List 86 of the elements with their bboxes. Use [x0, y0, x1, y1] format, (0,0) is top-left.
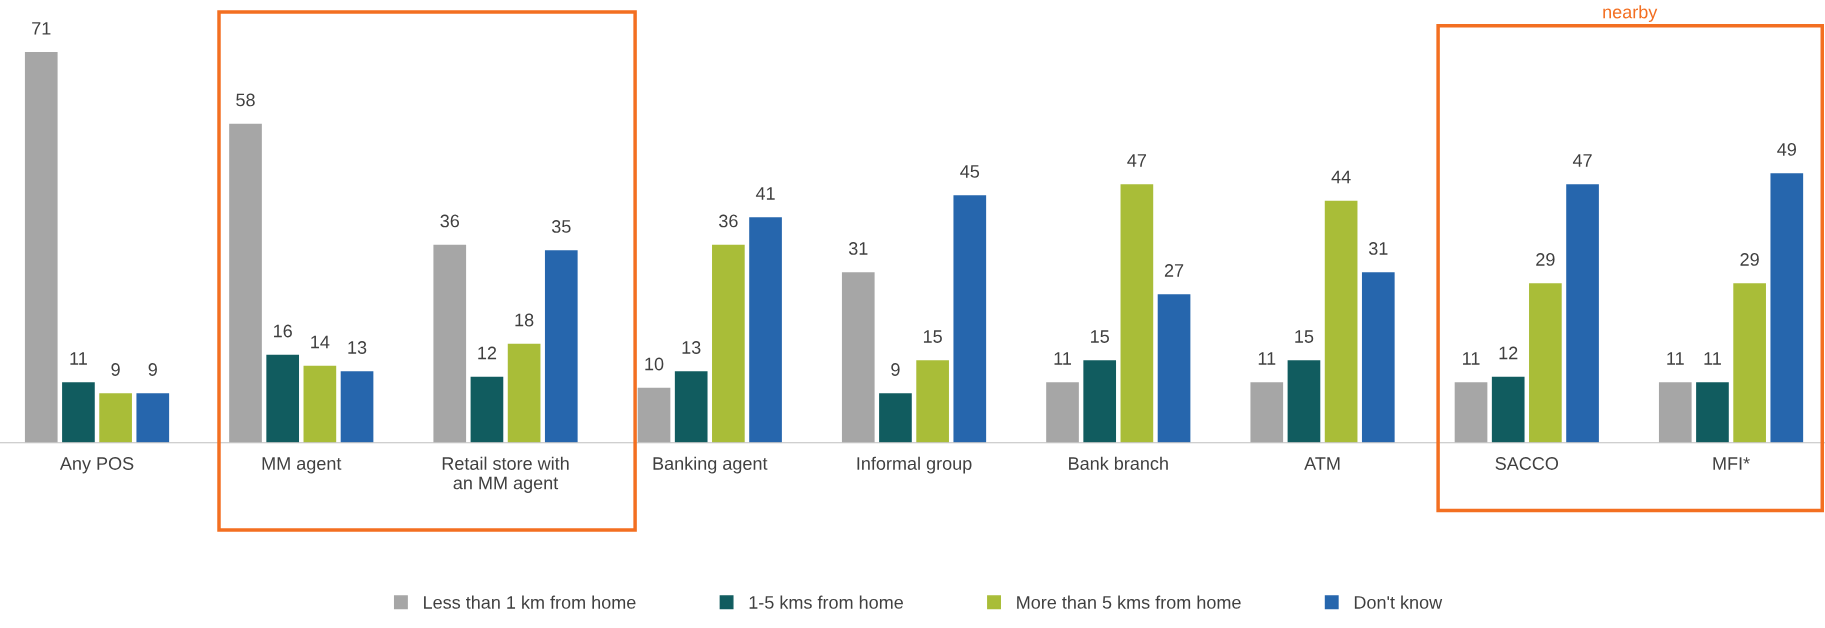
- data-label: 36: [719, 214, 738, 228]
- bar: [916, 360, 949, 443]
- bar: [136, 393, 170, 443]
- data-label: 47: [1127, 154, 1147, 167]
- bar: [953, 195, 987, 443]
- legend-label: 1-5 kms from home: [749, 595, 903, 609]
- bar: [1696, 382, 1729, 443]
- data-label: 11: [1704, 352, 1721, 365]
- bar: [1361, 272, 1395, 443]
- data-label: 36: [440, 214, 460, 228]
- data-label: 16: [274, 324, 292, 338]
- x-tick-label: MM agent: [262, 457, 342, 474]
- bar: [1046, 382, 1079, 443]
- bar: [1324, 200, 1358, 443]
- bar: [433, 244, 467, 443]
- bar: [1658, 382, 1692, 443]
- data-label: 18: [515, 313, 534, 327]
- data-label: 31: [1368, 242, 1388, 255]
- bar: [674, 371, 708, 443]
- data-label: 14: [311, 335, 330, 349]
- data-label: 27: [1164, 264, 1184, 277]
- data-label: 47: [1572, 154, 1592, 167]
- legend-label: More than 5 kms from home: [1017, 595, 1241, 609]
- data-label: 31: [848, 242, 868, 255]
- data-label: 13: [682, 341, 701, 354]
- data-label: 9: [148, 363, 157, 376]
- bar: [1287, 360, 1321, 443]
- bar: [99, 393, 132, 443]
- bar: [1157, 294, 1191, 443]
- data-label: 9: [891, 363, 900, 376]
- data-label: 11: [1258, 352, 1276, 365]
- bar: [712, 244, 745, 443]
- bar: [544, 250, 578, 443]
- bar: [1491, 376, 1525, 443]
- x-tick-label: Bank branch: [1069, 456, 1168, 470]
- x-tick-label: Banking agent: [653, 456, 768, 474]
- x-tick-label: Retail store with an MM agent: [442, 456, 569, 493]
- x-tick-label: Informal group: [857, 456, 972, 474]
- bar: [1733, 283, 1766, 443]
- bar: [749, 217, 782, 443]
- bar: [841, 272, 875, 443]
- data-label: 29: [1536, 253, 1555, 266]
- legend-label: Less than 1 km from home: [424, 595, 636, 609]
- x-tick-label: ATM: [1304, 457, 1340, 470]
- data-label: 9: [111, 363, 120, 376]
- data-label: 44: [1331, 170, 1351, 184]
- bar: [1454, 382, 1488, 443]
- bar: [266, 354, 300, 443]
- bar: [1770, 173, 1804, 443]
- bar: [879, 393, 912, 443]
- bar: [637, 387, 671, 443]
- bar: [1120, 184, 1154, 443]
- data-label: 11: [70, 352, 87, 365]
- data-label: 29: [1740, 253, 1759, 266]
- data-label: 35: [551, 220, 571, 233]
- data-label: 15: [1091, 330, 1109, 343]
- bar: [507, 343, 541, 443]
- bar: [24, 52, 58, 443]
- data-label: 11: [1054, 352, 1072, 365]
- data-label: 12: [478, 346, 497, 360]
- bar: [303, 365, 337, 443]
- data-label: 45: [960, 165, 980, 178]
- x-tick-label: Any POS: [59, 457, 134, 474]
- data-label: 15: [1295, 330, 1314, 343]
- data-label: 58: [236, 93, 255, 107]
- bar: [1250, 382, 1284, 443]
- bar: [1083, 360, 1117, 443]
- data-label: 13: [348, 341, 367, 354]
- data-label: 12: [1499, 346, 1518, 360]
- bar: [229, 123, 262, 443]
- bar: [62, 382, 95, 443]
- data-label: 15: [923, 330, 942, 343]
- bar: [1529, 283, 1562, 443]
- data-label: 41: [755, 187, 775, 200]
- data-label: 49: [1777, 143, 1796, 156]
- bar: [1566, 184, 1599, 443]
- data-label: 11: [1667, 352, 1684, 365]
- data-label: 11: [1463, 352, 1480, 365]
- bar: [340, 371, 374, 443]
- text: nearby: [1603, 5, 1658, 22]
- x-tick-label: MFI*: [1713, 457, 1750, 470]
- data-label: 71: [32, 22, 51, 35]
- x-tick-label: SACCO: [1495, 457, 1559, 470]
- legend-label: Don't know: [1354, 595, 1443, 609]
- bar: [470, 376, 504, 443]
- data-label: 10: [645, 357, 664, 371]
